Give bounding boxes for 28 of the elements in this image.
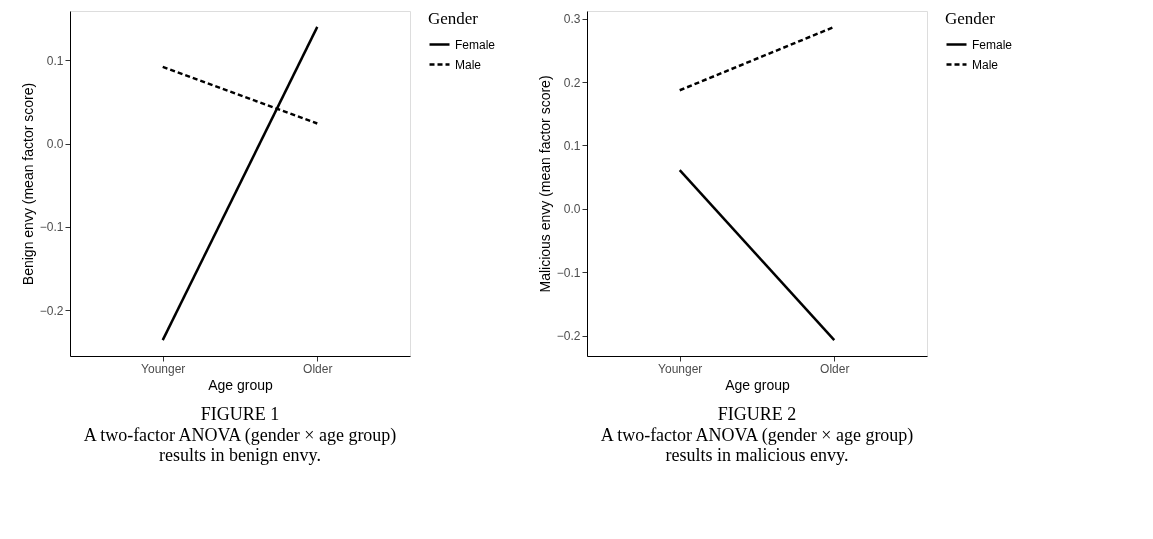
y-tick-label: −0.1 — [39, 220, 64, 235]
y-tick-label: 0.1 — [563, 138, 581, 153]
x-tick-label: Older — [820, 361, 850, 376]
text: FIGURE 2 — [717, 404, 797, 424]
legend-label: Female — [972, 37, 1013, 52]
y-tick-label: 0.0 — [563, 202, 581, 217]
x-tick-label: Older — [303, 361, 333, 376]
legend-title: Gender — [945, 9, 996, 28]
legend-label: Male — [972, 57, 999, 72]
y-tick-label: 0.1 — [46, 53, 64, 68]
y-tick-label: 0.3 — [563, 12, 581, 27]
x-tick-label: Younger — [658, 361, 703, 376]
y-tick-label: 0.0 — [46, 137, 64, 151]
y-tick-label: −0.1 — [556, 265, 581, 280]
text: A two-factor ANOVA (gender × age group) results in benign envy. — [83, 425, 397, 465]
legend-label: Male — [455, 57, 482, 72]
y-axis-title: Malicious envy (mean factor score) — [536, 75, 553, 293]
y-tick-label: −0.2 — [556, 329, 581, 344]
text: FIGURE 1 — [200, 404, 280, 424]
legend-label: Female — [455, 37, 496, 52]
legend-title: Gender — [428, 9, 479, 28]
y-tick-label: −0.2 — [39, 303, 64, 318]
x-axis-title: Age group — [208, 376, 274, 393]
text: A two-factor ANOVA (gender × age group) results in malicious envy. — [600, 425, 914, 465]
x-tick-label: Younger — [141, 361, 186, 376]
x-axis-title: Age group — [725, 376, 791, 393]
y-axis-title: Benign envy (mean factor score) — [19, 82, 36, 286]
y-tick-label: 0.2 — [563, 75, 581, 90]
